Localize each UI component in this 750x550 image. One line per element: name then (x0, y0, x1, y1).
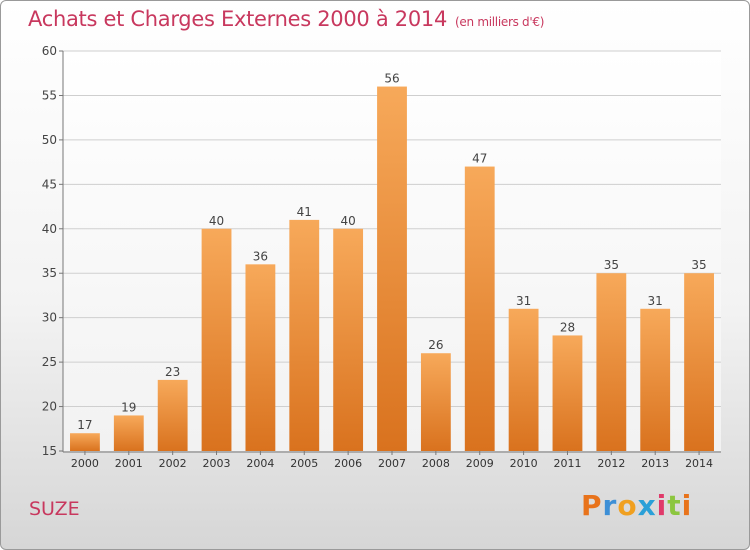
logo-letter: P (581, 489, 603, 522)
bar-2000 (70, 433, 100, 451)
x-tick-label-2008: 2008 (422, 457, 450, 470)
logo-letter: t (667, 489, 682, 522)
chart-unit-note: (en milliers d'€) (455, 15, 545, 29)
data-label-2011: 28 (560, 320, 575, 334)
logo-letter: i (681, 489, 693, 522)
data-labels: 17 19 23 40 36 41 40 56 26 47 31 28 35 31 35 (77, 72, 706, 433)
logo-letter: x (637, 489, 657, 522)
y-tick-label: 25 (42, 355, 57, 369)
bar-2008 (420, 353, 451, 451)
bars (70, 86, 714, 452)
bar-2002 (157, 379, 188, 451)
bar-2014 (684, 273, 714, 451)
x-tick-label-2011: 2011 (553, 457, 581, 470)
place-name: SUZE (29, 498, 80, 520)
data-label-2000: 17 (77, 418, 92, 432)
y-tick-label: 35 (42, 266, 57, 280)
bar-2007 (377, 86, 407, 452)
x-tick-label-2013: 2013 (641, 457, 669, 470)
x-tick-label-2012: 2012 (597, 457, 625, 470)
y-tick-label: 40 (42, 222, 57, 236)
x-tick-label-2003: 2003 (203, 457, 231, 470)
bar-2006 (333, 228, 364, 451)
y-tick-label: 50 (42, 133, 57, 147)
logo-letter: o (617, 489, 638, 522)
bar-2009 (464, 166, 495, 452)
x-tick-label-2009: 2009 (466, 457, 494, 470)
logo-letter: r (602, 489, 618, 522)
y-tick-label: 60 (42, 44, 57, 58)
bar-2001 (113, 415, 144, 451)
logo-letter: i (656, 489, 668, 522)
bar-2010 (508, 308, 539, 451)
x-tick-label-2006: 2006 (334, 457, 362, 470)
data-label-2012: 35 (604, 258, 619, 272)
chart-title-text: Achats et Charges Externes 2000 à 2014 (28, 7, 448, 31)
data-label-2003: 40 (209, 214, 224, 228)
bar-2005 (289, 219, 320, 451)
data-label-2002: 23 (165, 365, 180, 379)
data-label-2001: 19 (121, 400, 136, 414)
data-label-2010: 31 (516, 294, 531, 308)
y-tick-label: 30 (42, 311, 57, 325)
x-axis-ticks: 2000 2001 2002 2003 2004 2005 2006 2007 2008 2009… (71, 451, 713, 470)
y-tick-label: 15 (42, 444, 57, 458)
data-label-2004: 36 (253, 249, 268, 263)
data-label-2009: 47 (472, 152, 487, 166)
data-label-2005: 41 (297, 205, 312, 219)
data-label-2013: 31 (648, 294, 663, 308)
x-tick-label-2014: 2014 (685, 457, 713, 470)
x-tick-label-2005: 2005 (290, 457, 318, 470)
x-tick-label-2004: 2004 (246, 457, 274, 470)
y-tick-label: 45 (42, 177, 57, 191)
y-tick-label: 20 (42, 400, 57, 414)
x-tick-label-2007: 2007 (378, 457, 406, 470)
bar-2013 (640, 308, 671, 451)
x-tick-label-2010: 2010 (510, 457, 538, 470)
x-tick-label-2000: 2000 (71, 457, 99, 470)
y-tick-label: 55 (42, 88, 57, 102)
proxiti-logo: Proxiti (581, 489, 692, 522)
x-tick-label-2001: 2001 (115, 457, 143, 470)
bar-2011 (552, 335, 583, 451)
data-label-2006: 40 (340, 214, 355, 228)
data-label-2007: 56 (384, 72, 399, 86)
y-axis-ticks: 15 20 25 30 35 40 45 50 55 60 (42, 44, 63, 458)
bar-2003 (201, 228, 232, 451)
bar-2004 (245, 264, 276, 451)
bar-2012 (596, 273, 627, 451)
data-label-2008: 26 (428, 338, 443, 352)
data-label-2014: 35 (691, 258, 706, 272)
x-tick-label-2002: 2002 (159, 457, 187, 470)
chart-title: Achats et Charges Externes 2000 à 2014 (e… (28, 7, 544, 31)
